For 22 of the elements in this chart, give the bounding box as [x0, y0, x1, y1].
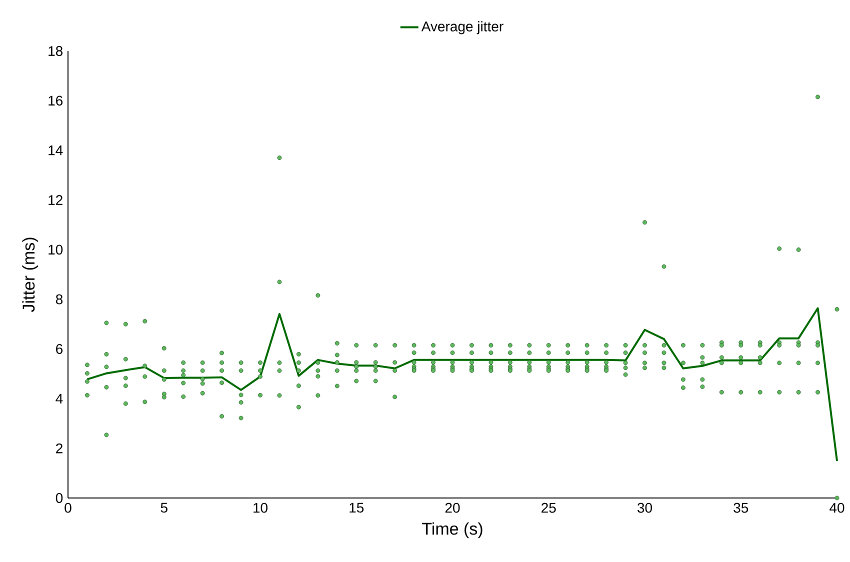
x-tick-label: 0: [64, 502, 72, 513]
y-tick-label: 10: [48, 244, 63, 255]
y-tick-label: 14: [48, 146, 63, 156]
y-tick-label: 4: [56, 394, 63, 404]
y-tick-label: 12: [48, 195, 62, 205]
x-axis-title: Time (s): [422, 522, 482, 538]
x-tick-label: 35: [734, 502, 748, 513]
x-tick-label: 20: [445, 502, 460, 513]
x-tick-label: 15: [350, 502, 364, 513]
y-tick-label: 8: [56, 294, 63, 304]
x-tick-label: 10: [254, 502, 268, 513]
y-tick-label: 0: [56, 493, 63, 503]
legend-label: Average jitter: [421, 21, 504, 34]
y-tick-label: 6: [56, 344, 63, 354]
x-tick-label: 40: [830, 502, 844, 513]
x-tick-label: 25: [542, 502, 556, 513]
y-tick-label: 18: [48, 46, 63, 56]
x-tick-label: 30: [638, 502, 652, 513]
x-tick-label: 5: [160, 502, 168, 513]
y-tick-label: 16: [48, 96, 63, 106]
y-tick-label: 2: [56, 443, 62, 454]
y-axis-title: Jitter (ms): [22, 238, 38, 312]
